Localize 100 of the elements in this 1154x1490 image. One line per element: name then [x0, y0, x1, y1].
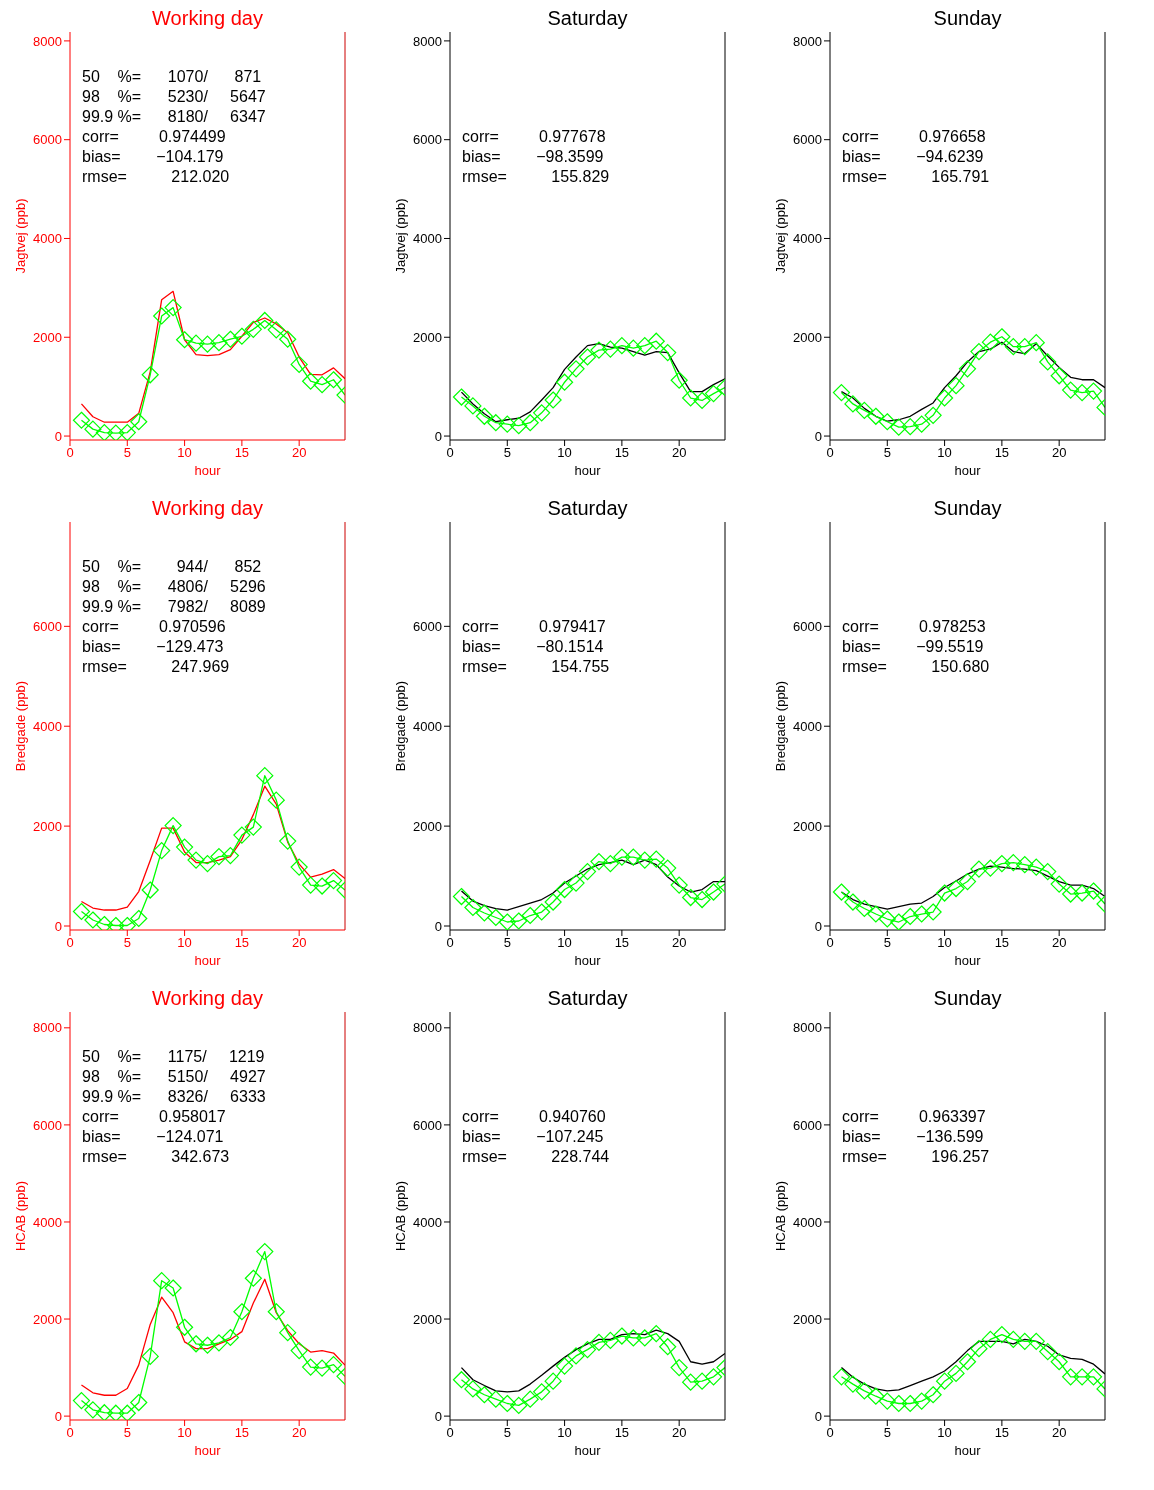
point [693, 1372, 711, 1390]
point [279, 330, 297, 348]
x-tick-label: 10 [937, 935, 952, 951]
point [452, 388, 471, 406]
x-tick-label: 5 [883, 1425, 891, 1441]
point [72, 1391, 91, 1410]
y-axis-title: HCAB (ppb) [772, 1180, 788, 1252]
point [141, 366, 159, 384]
y-tick-label: 2000 [33, 818, 62, 834]
point [256, 1242, 274, 1261]
point [1050, 367, 1068, 385]
point [267, 1303, 285, 1321]
x-tick-label: 10 [937, 1425, 952, 1441]
point [1004, 853, 1022, 872]
y-tick-label: 4000 [793, 231, 822, 247]
y-tick-label: 6000 [33, 132, 62, 148]
point [118, 1404, 136, 1420]
point [693, 890, 711, 909]
point [487, 414, 505, 432]
y-tick-label: 6000 [33, 1117, 62, 1133]
y-tick-label: 4000 [33, 231, 62, 247]
point [913, 905, 931, 923]
point [947, 1364, 965, 1382]
y-axis-title: Jagtvej (ppb) [12, 198, 28, 274]
point [636, 337, 654, 355]
annotation: bias= −99.5519 [842, 637, 984, 657]
point [324, 1356, 343, 1374]
point [1004, 338, 1022, 356]
y-tick-label: 0 [814, 918, 822, 934]
annotation: bias= −104.179 [82, 147, 224, 167]
x-tick-label: 5 [503, 445, 511, 461]
y-tick-label: 6000 [413, 618, 442, 634]
annotation: 99.9 %= 7982/ 8089 [82, 597, 266, 617]
point [521, 906, 539, 925]
x-tick-label: 20 [671, 935, 687, 951]
point [878, 413, 896, 431]
point [118, 423, 136, 440]
annotation: 98 %= 5230/ 5647 [82, 87, 266, 107]
point [153, 841, 171, 860]
point [958, 1353, 977, 1371]
annotation: corr= 0.970596 [82, 617, 226, 637]
point [924, 1386, 942, 1404]
annotation: bias= −107.245 [462, 1127, 604, 1147]
y-tick-label: 2000 [793, 329, 822, 345]
x-tick-label: 15 [994, 1425, 1010, 1441]
y-tick-label: 4000 [793, 1214, 822, 1230]
point [1050, 1353, 1068, 1371]
point [1027, 1332, 1045, 1350]
point [498, 1394, 516, 1413]
x-tick-label: 0 [446, 1425, 454, 1441]
annotation: bias= −124.071 [82, 1127, 224, 1147]
point [313, 1359, 331, 1377]
y-tick-label: 0 [814, 428, 822, 444]
point [175, 838, 194, 856]
point [1039, 1342, 1057, 1361]
point [256, 311, 274, 330]
point [256, 767, 274, 785]
y-tick-label: 8000 [793, 1020, 822, 1036]
x-tick-label: 15 [614, 1425, 630, 1441]
y-tick-label: 4000 [793, 718, 822, 734]
point [544, 893, 562, 911]
x-tick-label: 20 [291, 1425, 307, 1441]
x-tick-label: 10 [557, 445, 572, 461]
point [533, 404, 551, 422]
point [901, 418, 919, 436]
x-tick-label: 5 [883, 445, 891, 461]
chart-title: Sunday [932, 497, 1003, 519]
point [487, 1390, 505, 1408]
point [187, 1335, 205, 1353]
point [958, 360, 977, 378]
annotation: rmse= 212.020 [82, 167, 230, 187]
annotation: corr= 0.977678 [462, 127, 606, 147]
x-tick-label: 0 [66, 445, 74, 461]
point [913, 415, 931, 433]
point [487, 908, 505, 927]
point [141, 1347, 159, 1366]
x-tick-label: 10 [557, 1425, 572, 1441]
point [970, 860, 988, 878]
annotation: 50 %= 1070/ 871 [82, 67, 262, 87]
point [267, 791, 285, 809]
annotation: corr= 0.958017 [82, 1107, 226, 1127]
x-tick-label: 10 [177, 935, 192, 951]
y-axis-title: Jagtvej (ppb) [392, 198, 408, 274]
point [867, 905, 885, 923]
x-axis-title: hour [954, 1443, 982, 1459]
point [935, 884, 954, 902]
point [704, 883, 723, 901]
annotation: rmse= 247.969 [82, 657, 230, 677]
y-tick-label: 8000 [413, 1020, 442, 1036]
x-tick-label: 5 [123, 445, 131, 461]
annotation: corr= 0.963397 [842, 1107, 986, 1127]
point [670, 1358, 688, 1377]
point [613, 337, 631, 355]
point [464, 898, 482, 917]
x-axis-title: hour [574, 953, 602, 969]
point [601, 340, 620, 358]
point [313, 376, 331, 394]
point [613, 1327, 631, 1345]
annotation: bias= −80.1514 [462, 637, 604, 657]
x-axis-title: hour [194, 953, 222, 969]
